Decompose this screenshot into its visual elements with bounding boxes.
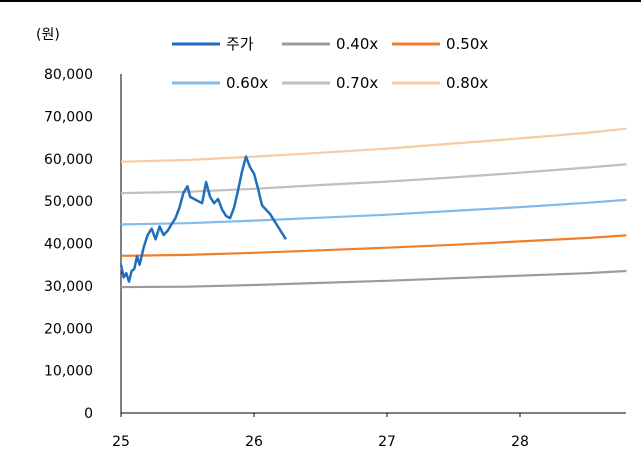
series-line-2 [120, 234, 627, 257]
legend-label: 0.70x [336, 74, 378, 92]
y-tick-label: 80,000 [44, 67, 93, 83]
y-tick-label: 60,000 [44, 152, 93, 168]
series-line-5 [120, 127, 627, 163]
x-tick-label: 25 [112, 434, 130, 450]
legend-label: 0.50x [446, 35, 488, 53]
series-line-0 [119, 155, 287, 283]
y-tick-label: 10,000 [44, 364, 93, 380]
x-tick-label: 28 [511, 434, 529, 450]
legend-label: 0.40x [336, 35, 378, 53]
y-tick-label: 20,000 [44, 321, 93, 337]
legend-label: 0.80x [446, 74, 488, 92]
x-tick-label: 26 [245, 434, 263, 450]
y-tick-labels: 0 10,000 20,000 30,000 40,000 50,000 60,000 70,… [44, 67, 93, 422]
legend: 주가 0.40x 0.50x 0.60x 0.70x 0.80x [172, 35, 488, 92]
x-tick-label: 27 [378, 434, 396, 450]
y-tick-label: 50,000 [44, 194, 93, 210]
legend-label: 0.60x [226, 74, 268, 92]
legend-label: 주가 [226, 35, 254, 53]
series-line-3 [120, 198, 627, 226]
y-tick-label: 40,000 [44, 237, 93, 253]
series-line-1 [120, 269, 627, 289]
y-tick-label: 30,000 [44, 279, 93, 295]
x-tick-labels: 25 26 27 28 [112, 413, 529, 450]
series-line-4 [120, 163, 627, 195]
y-tick-label: 70,000 [44, 109, 93, 125]
y-tick-label: 0 [84, 406, 93, 422]
series-lines [119, 127, 627, 289]
unit-label: (원) [36, 27, 60, 43]
